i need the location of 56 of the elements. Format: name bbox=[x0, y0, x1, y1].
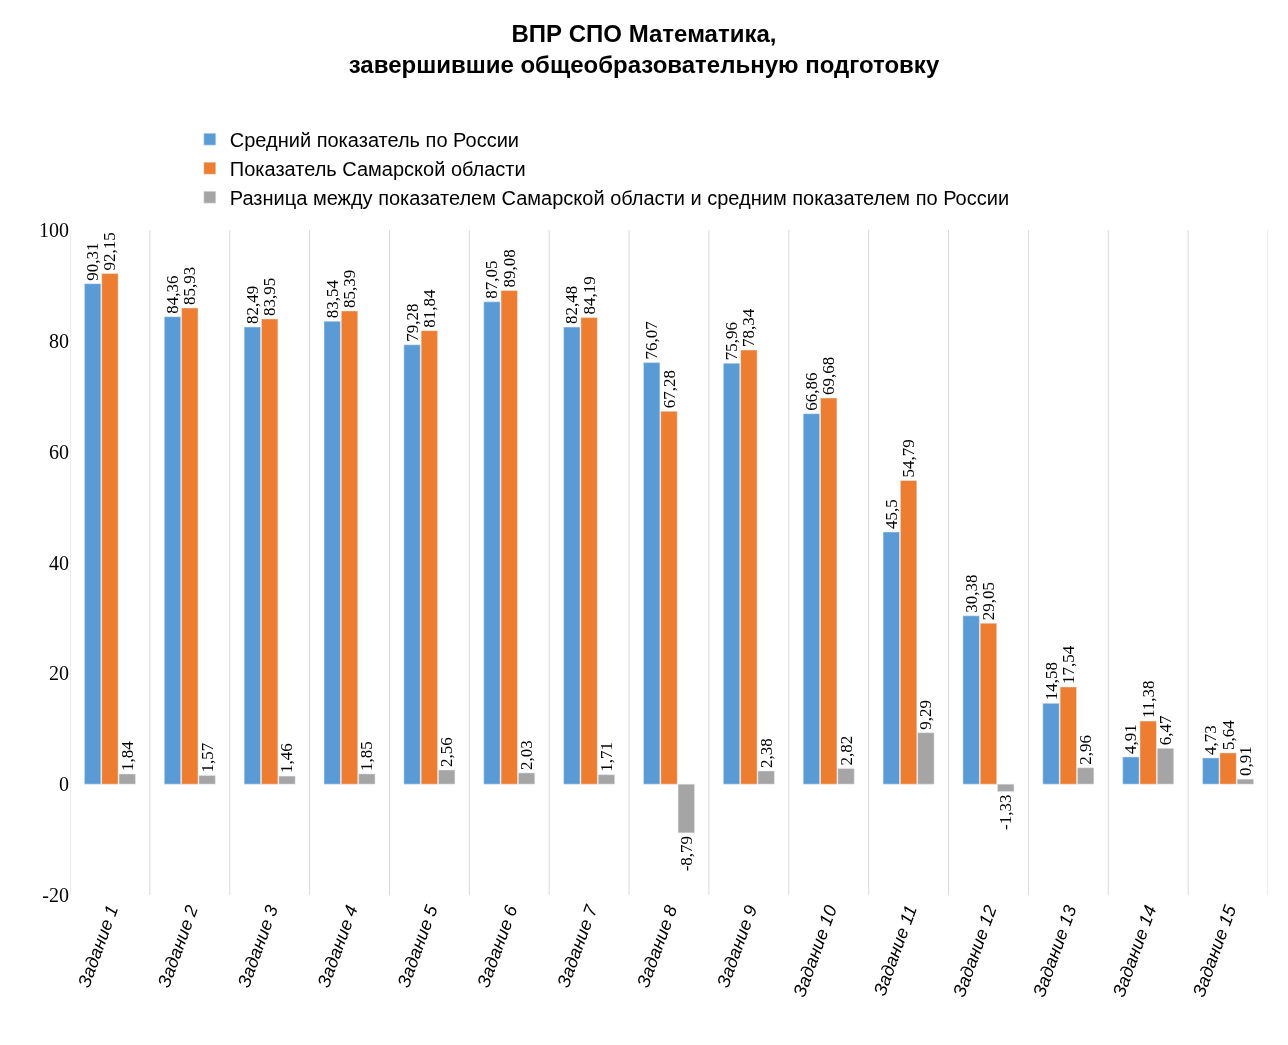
data-label: 83,54 bbox=[322, 279, 342, 319]
data-label: 14,58 bbox=[1041, 662, 1061, 701]
data-label: 85,39 bbox=[340, 269, 360, 308]
data-label: 69,68 bbox=[819, 356, 839, 396]
data-label: 1,46 bbox=[277, 743, 297, 774]
y-tick-label: 80 bbox=[49, 329, 69, 352]
data-label: 5,64 bbox=[1218, 719, 1238, 750]
data-label: 30,38 bbox=[961, 574, 981, 613]
data-label: 87,05 bbox=[482, 260, 502, 299]
data-label: 4,91 bbox=[1121, 724, 1141, 754]
data-label: 76,07 bbox=[642, 320, 662, 360]
data-label: 82,48 bbox=[562, 285, 582, 325]
data-label: 2,82 bbox=[836, 735, 856, 766]
data-label: 4,73 bbox=[1201, 725, 1221, 755]
data-label: 1,84 bbox=[117, 740, 137, 771]
data-label: 79,28 bbox=[402, 303, 422, 342]
data-label: 84,36 bbox=[163, 275, 182, 314]
data-label: 1,57 bbox=[197, 742, 217, 773]
data-label: 45,5 bbox=[881, 499, 901, 530]
data-label: 75,96 bbox=[722, 321, 742, 361]
data-label: 89,08 bbox=[499, 249, 519, 288]
data-label: 2,38 bbox=[756, 738, 776, 768]
data-label: 29,05 bbox=[978, 581, 998, 621]
y-tick-label: 0 bbox=[59, 773, 69, 796]
legend-label: Разница между показателем Самарской области и средним показателем по России bbox=[229, 187, 1010, 209]
y-tick-label: -20 bbox=[42, 884, 69, 906]
data-label: 83,95 bbox=[260, 277, 280, 316]
y-tick-label: 40 bbox=[49, 551, 69, 574]
data-label: 1,85 bbox=[357, 741, 377, 771]
data-label: 54,79 bbox=[899, 439, 919, 478]
data-label: 82,49 bbox=[242, 285, 262, 325]
data-label: 66,86 bbox=[801, 372, 821, 411]
y-tick-label: 60 bbox=[49, 440, 69, 463]
data-label: 67,28 bbox=[659, 370, 679, 409]
legend-label: Средний показатель по России bbox=[229, 129, 520, 151]
data-label: 78,34 bbox=[739, 308, 759, 348]
data-label: 81,84 bbox=[419, 288, 439, 328]
data-label: -1,33 bbox=[996, 794, 1016, 830]
legend-label: Показатель Самарской области bbox=[229, 158, 526, 180]
y-tick-label: 20 bbox=[49, 662, 69, 685]
data-label: -8,79 bbox=[676, 835, 696, 872]
data-label: 11,38 bbox=[1138, 680, 1158, 719]
data-label: 85,93 bbox=[180, 266, 200, 305]
data-label: 1,71 bbox=[596, 741, 616, 772]
data-label: 6,47 bbox=[1156, 715, 1175, 746]
data-label: 90,31 bbox=[83, 242, 103, 281]
data-label: 2,03 bbox=[517, 740, 537, 770]
data-label: 17,54 bbox=[1058, 645, 1078, 684]
data-label: 2,96 bbox=[1076, 735, 1096, 765]
data-label: 84,19 bbox=[579, 276, 599, 315]
data-label: 92,15 bbox=[100, 232, 120, 271]
data-label: 9,29 bbox=[916, 699, 936, 730]
chart-title: ВПР СПО Математика, завершившие общеобразовательную подготовку bbox=[348, 19, 940, 78]
data-label: 0,91 bbox=[1235, 746, 1255, 777]
data-label: 2,56 bbox=[437, 737, 457, 767]
y-tick-label: 100 bbox=[39, 219, 69, 241]
